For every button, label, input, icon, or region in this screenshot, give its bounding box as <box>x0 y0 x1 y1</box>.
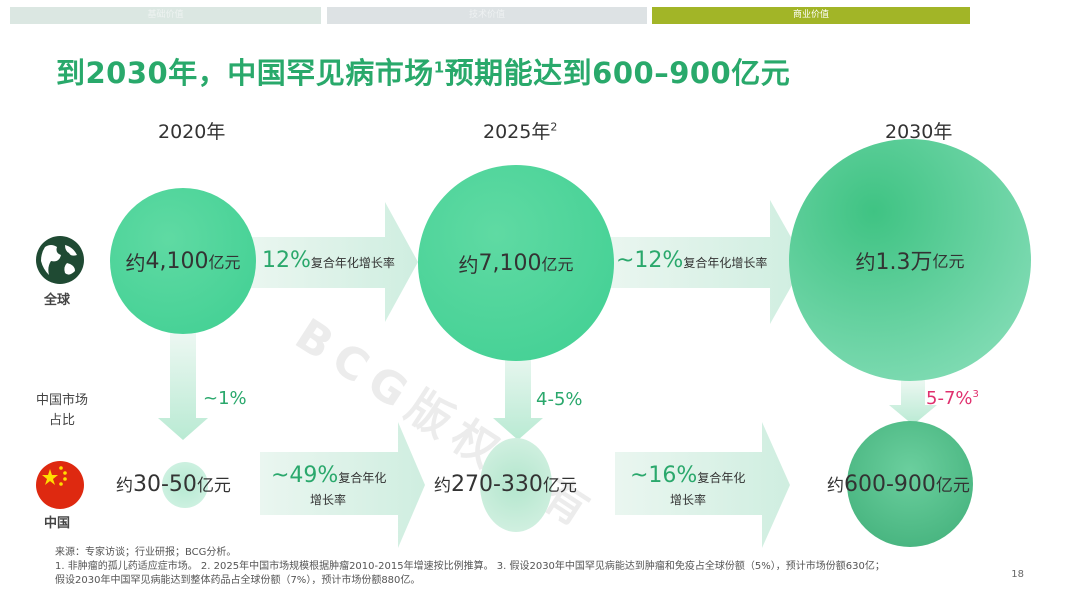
title-tail: 预期能达到600–900亿元 <box>444 56 791 90</box>
global-circle-2025: 约 7,100 亿元 <box>418 165 614 361</box>
tab-tech-value[interactable]: 技术价值 <box>327 7 647 24</box>
china-circle-2025 <box>480 438 552 532</box>
global-circle-2030: 约 1.3万 亿元 <box>789 139 1031 381</box>
tab-basic-value[interactable]: 基础价值 <box>10 7 321 24</box>
arrow-china-2 <box>615 422 790 548</box>
china-share-2020: ~1% <box>203 388 247 409</box>
source-line-2: 1. 非肿瘤的孤儿药适应症市场。 2. 2025年中国市场规模根据肿瘤2010-… <box>55 561 885 572</box>
section-tabs: 基础价值 技术价值 商业价值 <box>10 7 970 24</box>
arrow-global-2 <box>605 200 805 324</box>
source-line-3: 假设2030年中国罕见病能达到整体药品占全球份额（7%），预计市场份额880亿。 <box>55 575 421 586</box>
global-cagr-2: ~12%复合年化增长率 <box>616 248 768 273</box>
arrow-down-2 <box>493 345 543 440</box>
arrow-down-1 <box>158 330 208 440</box>
arrow-global-1 <box>250 202 418 322</box>
page-number: 18 <box>1011 569 1024 580</box>
globe-icon <box>36 236 84 284</box>
china-value-2020: 约30-50亿元 <box>116 472 231 497</box>
source-notes: 来源：专家访谈；行业研报；BCG分析。 1. 非肿瘤的孤儿药适应症市场。 2. … <box>55 546 995 588</box>
year-2030: 2030年 <box>885 121 953 143</box>
china-share-2030: 5-7%3 <box>926 388 979 409</box>
year-2020: 2020年 <box>158 121 226 143</box>
global-cagr-1: 12%复合年化增长率 <box>262 248 395 273</box>
china-cagr-1-suffix: 增长率 <box>310 493 347 507</box>
arrow-down-3 <box>889 378 937 425</box>
row-label-china: 中国 <box>44 516 71 531</box>
china-share-label: 中国市场 占比 <box>36 393 89 428</box>
row-label-global: 全球 <box>44 293 71 308</box>
china-share-2025: 4-5% <box>536 389 583 410</box>
title-main: 到2030年，中国罕见病市场 <box>56 56 434 90</box>
china-circle-2020 <box>162 462 208 508</box>
title-footnote-mark: 1 <box>433 58 445 77</box>
china-flag-icon <box>36 461 84 509</box>
global-circle-2020: 约 4,100 亿元 <box>110 188 256 334</box>
china-cagr-1: ~49%复合年化 <box>271 463 387 488</box>
china-value-2030: 约600-900亿元 <box>827 472 970 497</box>
china-value-2025: 约270-330亿元 <box>434 472 577 497</box>
arrow-china-1 <box>260 422 425 548</box>
page-title: 到2030年，中国罕见病市场1预期能达到600–900亿元 <box>56 50 790 92</box>
tab-commercial-value[interactable]: 商业价值 <box>652 7 970 24</box>
source-line-1: 来源：专家访谈；行业研报；BCG分析。 <box>55 547 237 558</box>
china-cagr-2: ~16%复合年化 <box>630 463 746 488</box>
china-circle-2030 <box>847 421 973 547</box>
china-cagr-2-suffix: 增长率 <box>670 493 707 507</box>
year-2025: 2025年2 <box>483 120 558 143</box>
